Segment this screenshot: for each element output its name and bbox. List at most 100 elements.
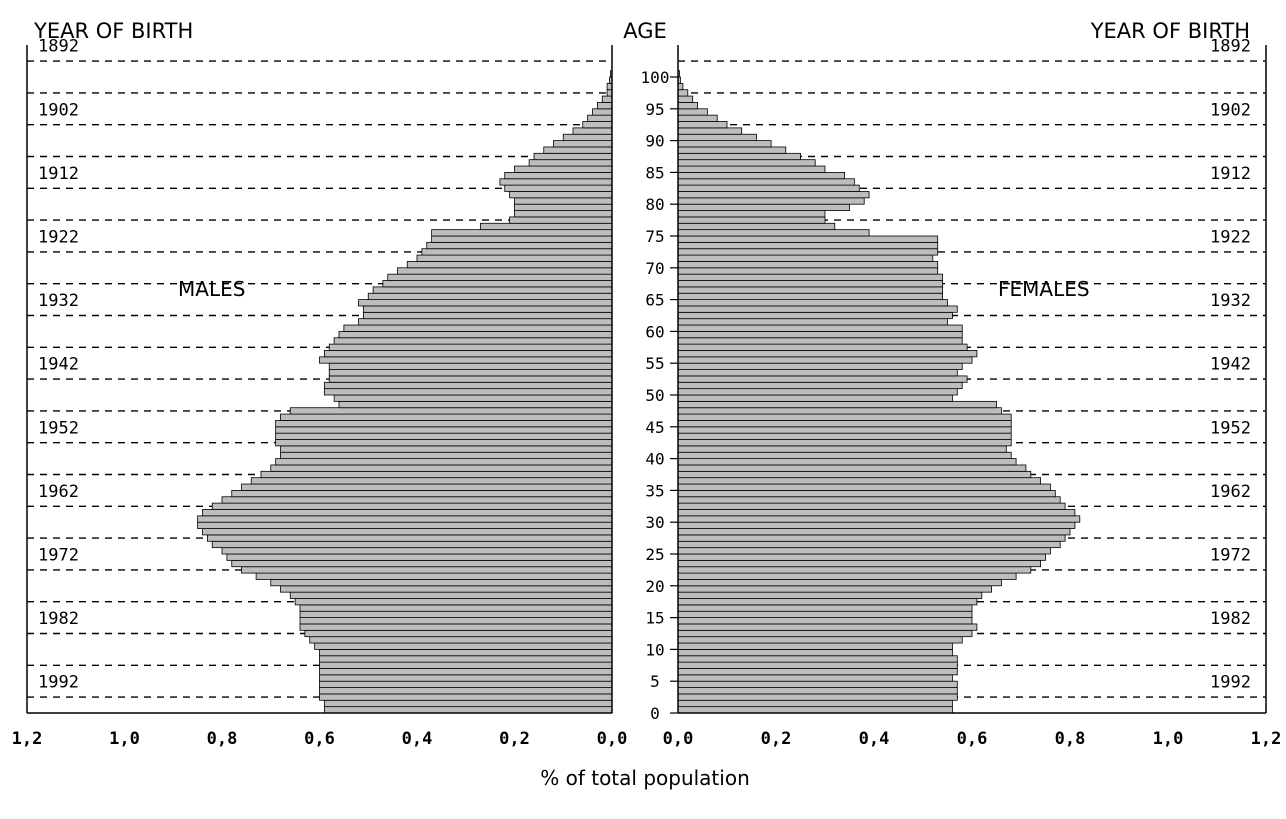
male-bar-age-63 xyxy=(362,305,613,313)
male-bar-age-22 xyxy=(241,566,613,574)
male-bar-age-79 xyxy=(514,203,613,211)
female-bar-age-70 xyxy=(677,261,939,269)
male-bar-age-0 xyxy=(323,706,613,714)
age-tick-95: 95 xyxy=(645,100,664,119)
birth-year-left-1962: 1962 xyxy=(38,482,79,502)
male-bar-age-45 xyxy=(275,420,613,428)
male-bar-age-10 xyxy=(314,642,613,650)
male-bar-age-72 xyxy=(421,248,613,256)
male-bar-age-27 xyxy=(206,534,613,542)
female-bar-age-35 xyxy=(677,483,1051,491)
male-bar-age-51 xyxy=(323,381,613,390)
female-bar-age-54 xyxy=(677,362,963,370)
male-bar-age-3 xyxy=(319,687,613,695)
female-bar-age-20 xyxy=(677,579,1002,587)
male-bar-age-56 xyxy=(323,350,613,358)
male-bar-age-11 xyxy=(309,636,613,644)
birth-year-right-1902: 1902 xyxy=(1210,100,1251,120)
birth-year-right-1932: 1932 xyxy=(1210,291,1251,311)
female-bar-age-96 xyxy=(677,95,694,103)
male-bar-age-49 xyxy=(333,394,613,402)
age-tick-0: 0 xyxy=(650,704,660,723)
axes xyxy=(26,45,1267,714)
male-bar-age-4 xyxy=(319,680,613,688)
birth-year-left-1932: 1932 xyxy=(38,291,79,311)
age-tick-75: 75 xyxy=(645,227,664,246)
female-bar-age-43 xyxy=(677,432,1012,440)
male-bar-age-43 xyxy=(275,432,613,440)
left-header: YEAR OF BIRTH xyxy=(33,19,193,43)
female-bar-age-11 xyxy=(677,636,963,644)
male-bar-age-75 xyxy=(431,229,613,237)
birth-year-left-1902: 1902 xyxy=(38,100,79,120)
female-bar-age-59 xyxy=(677,330,963,339)
x-tick-right-0: 0,0 xyxy=(663,729,694,749)
female-bar-age-93 xyxy=(677,114,718,122)
x-tick-left-1: 1,0 xyxy=(109,729,140,749)
female-bar-age-27 xyxy=(677,534,1066,542)
male-bar-age-58 xyxy=(333,337,613,345)
female-bar-age-66 xyxy=(677,286,944,294)
female-bar-age-67 xyxy=(677,280,944,288)
age-tick-70: 70 xyxy=(645,259,664,278)
age-tick-65: 65 xyxy=(645,291,664,310)
male-bar-age-69 xyxy=(397,267,613,275)
male-bar-age-57 xyxy=(328,343,613,351)
tick-labels: 0 5 10 15 20 25 30 35 40 45 50 55 60 65 70 75 80 85 90 95 10… xyxy=(12,37,1282,749)
male-bar-age-26 xyxy=(211,540,613,549)
female-bar-age-68 xyxy=(677,273,944,281)
x-tick-right-1: 0,2 xyxy=(761,729,792,749)
age-tick-20: 20 xyxy=(645,577,664,596)
x-tick-left-5: 0,2 xyxy=(499,729,530,749)
female-bar-age-79 xyxy=(677,203,850,211)
male-bar-age-5 xyxy=(319,674,613,682)
female-bar-age-92 xyxy=(677,121,728,129)
male-bar-age-76 xyxy=(479,222,613,231)
female-bar-age-89 xyxy=(677,140,772,148)
female-bar-age-91 xyxy=(677,127,743,135)
male-bar-age-59 xyxy=(338,330,613,339)
female-bar-age-75 xyxy=(677,229,870,237)
male-bar-age-38 xyxy=(270,464,613,472)
male-bar-age-94 xyxy=(592,108,613,116)
female-bar-age-24 xyxy=(677,553,1046,561)
birth-year-right-1982: 1982 xyxy=(1210,609,1251,629)
female-bar-age-52 xyxy=(677,375,968,383)
male-bar-age-32 xyxy=(211,502,613,510)
female-bar-age-7 xyxy=(677,661,958,669)
female-bar-age-36 xyxy=(677,477,1042,485)
female-bar-age-61 xyxy=(677,318,948,326)
age-tick-80: 80 xyxy=(645,195,664,214)
male-bar-age-90 xyxy=(562,133,613,142)
female-bar-age-22 xyxy=(677,566,1032,574)
age-tick-85: 85 xyxy=(645,163,664,182)
female-bar-age-42 xyxy=(677,439,1012,447)
bars xyxy=(197,70,1081,714)
male-bar-age-14 xyxy=(299,617,613,625)
males-label: MALES xyxy=(178,277,245,301)
female-bar-age-60 xyxy=(677,324,963,332)
birth-year-right-1912: 1912 xyxy=(1210,164,1251,184)
male-bar-age-25 xyxy=(221,547,613,555)
age-tick-5: 5 xyxy=(650,672,660,691)
birth-year-left-1952: 1952 xyxy=(38,418,79,438)
birth-year-right-1952: 1952 xyxy=(1210,418,1251,438)
birth-year-right-1992: 1992 xyxy=(1210,673,1251,693)
female-bar-age-57 xyxy=(677,343,968,351)
female-bar-age-85 xyxy=(677,165,826,173)
male-bar-age-91 xyxy=(572,127,613,135)
birth-year-left-1942: 1942 xyxy=(38,355,79,375)
male-bar-age-60 xyxy=(343,324,613,332)
female-bar-age-56 xyxy=(677,350,978,358)
male-bar-age-53 xyxy=(328,369,613,377)
male-bar-age-74 xyxy=(431,235,613,243)
right-header: YEAR OF BIRTH xyxy=(1090,19,1250,43)
male-bar-age-42 xyxy=(275,439,613,447)
male-bar-age-46 xyxy=(280,413,613,421)
male-bar-age-39 xyxy=(275,458,613,466)
x-tick-right-3: 0,6 xyxy=(957,729,988,749)
male-bar-age-24 xyxy=(226,553,613,561)
female-bar-age-14 xyxy=(677,617,973,625)
female-bar-age-80 xyxy=(677,197,865,205)
male-bar-age-50 xyxy=(323,388,613,396)
